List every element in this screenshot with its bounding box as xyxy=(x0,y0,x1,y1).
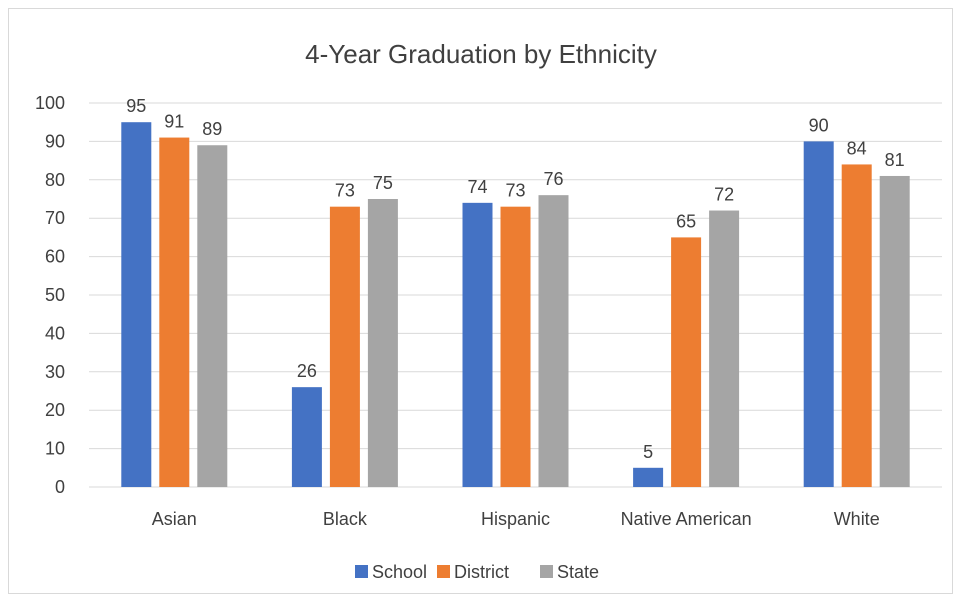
legend-swatch xyxy=(355,565,368,578)
bar-district xyxy=(159,137,190,487)
x-axis: Asian Black Hispanic Native American White xyxy=(152,509,880,529)
bar-school xyxy=(633,467,664,487)
bar-state xyxy=(879,175,910,487)
bar-school xyxy=(291,387,322,487)
bar-state xyxy=(367,199,398,487)
data-label: 73 xyxy=(505,181,525,201)
category-label: Hispanic xyxy=(481,509,550,529)
data-label: 72 xyxy=(714,185,734,205)
legend-label: District xyxy=(454,562,509,582)
data-labels: 95 91 89 26 73 75 74 73 76 5 65 72 90 84 81 xyxy=(126,96,904,462)
bar-school xyxy=(462,202,493,487)
legend-label: State xyxy=(557,562,599,582)
y-tick-label: 50 xyxy=(45,285,65,305)
y-tick-label: 40 xyxy=(45,323,65,343)
bar-state xyxy=(197,145,228,488)
data-label: 95 xyxy=(126,96,146,116)
data-label: 89 xyxy=(202,119,222,139)
data-label: 74 xyxy=(467,177,487,197)
data-label: 73 xyxy=(335,181,355,201)
category-label: White xyxy=(834,509,880,529)
data-label: 91 xyxy=(164,112,184,132)
bar-state xyxy=(538,195,569,487)
data-label: 26 xyxy=(297,361,317,381)
legend: School District State xyxy=(355,562,599,582)
bar-district xyxy=(500,206,531,487)
bars xyxy=(121,122,910,488)
legend-item-state: State xyxy=(540,562,599,582)
bar-school xyxy=(803,141,834,487)
y-tick-label: 20 xyxy=(45,400,65,420)
bar-district xyxy=(671,237,702,487)
bar-school xyxy=(121,122,152,487)
data-label: 75 xyxy=(373,173,393,193)
data-label: 81 xyxy=(885,150,905,170)
data-label: 65 xyxy=(676,211,696,231)
legend-swatch xyxy=(437,565,450,578)
y-tick-label: 80 xyxy=(45,170,65,190)
legend-swatch xyxy=(540,565,553,578)
legend-label: School xyxy=(372,562,427,582)
legend-item-district: District xyxy=(437,562,509,582)
category-label: Black xyxy=(323,509,368,529)
y-tick-label: 0 xyxy=(55,477,65,497)
data-label: 90 xyxy=(809,115,829,135)
data-label: 84 xyxy=(847,138,867,158)
data-label: 5 xyxy=(643,442,653,462)
y-tick-label: 70 xyxy=(45,208,65,228)
bar-district xyxy=(329,206,360,487)
chart-title: 4-Year Graduation by Ethnicity xyxy=(305,39,657,69)
chart-frame: 4-Year Graduation by Ethnicity 0 10 20 30 40… xyxy=(8,8,953,594)
y-tick-label: 90 xyxy=(45,131,65,151)
bar-state xyxy=(709,210,740,487)
y-axis: 0 10 20 30 40 50 60 70 80 90 100 xyxy=(35,93,65,497)
y-tick-label: 100 xyxy=(35,93,65,113)
y-tick-label: 10 xyxy=(45,439,65,459)
category-label: Native American xyxy=(621,509,752,529)
data-label: 76 xyxy=(543,169,563,189)
legend-item-school: School xyxy=(355,562,427,582)
y-tick-label: 30 xyxy=(45,362,65,382)
category-label: Asian xyxy=(152,509,197,529)
y-tick-label: 60 xyxy=(45,247,65,267)
bar-chart: 4-Year Graduation by Ethnicity 0 10 20 30 40… xyxy=(35,39,942,582)
bar-district xyxy=(841,164,872,487)
